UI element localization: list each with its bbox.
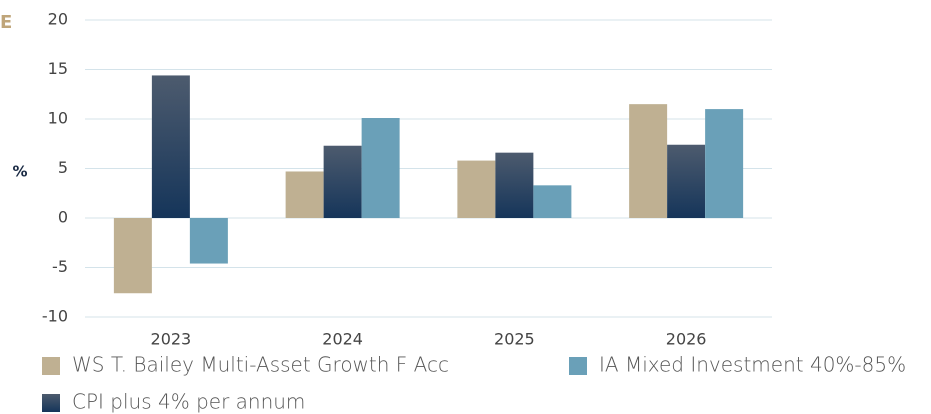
bar <box>629 104 668 218</box>
legend-label: WS T. Bailey Multi-Asset Growth F Acc <box>72 353 449 377</box>
bar <box>189 218 228 264</box>
legend-swatch <box>42 394 60 412</box>
y-tick-label: 0 <box>58 208 68 227</box>
legend-swatch <box>42 357 60 375</box>
y-tick-label: -10 <box>42 307 68 326</box>
bar <box>495 152 534 218</box>
legend-swatch <box>569 357 587 375</box>
bar <box>361 118 400 218</box>
x-tick-label: 2026 <box>666 330 707 349</box>
x-tick-label: 2024 <box>322 330 363 349</box>
bar <box>113 218 152 294</box>
bar <box>323 145 362 218</box>
x-tick-label: 2025 <box>494 330 535 349</box>
y-tick-label: 10 <box>48 109 68 128</box>
x-tick-label: 2023 <box>151 330 192 349</box>
bar <box>151 75 190 218</box>
bar <box>667 144 706 218</box>
y-tick-label: 15 <box>48 59 68 78</box>
legend-label: CPI plus 4% per annum <box>72 390 305 414</box>
bar <box>457 160 496 218</box>
legend-label: IA Mixed Investment 40%-85% <box>599 353 906 377</box>
y-axis-label: % <box>12 163 27 181</box>
y-tick-label: -5 <box>52 257 68 276</box>
heading-fragment: E <box>0 12 12 33</box>
bar <box>533 185 572 218</box>
bar <box>285 171 324 218</box>
bar <box>705 109 744 218</box>
y-tick-label: 20 <box>48 10 68 29</box>
y-tick-label: 5 <box>58 158 68 177</box>
